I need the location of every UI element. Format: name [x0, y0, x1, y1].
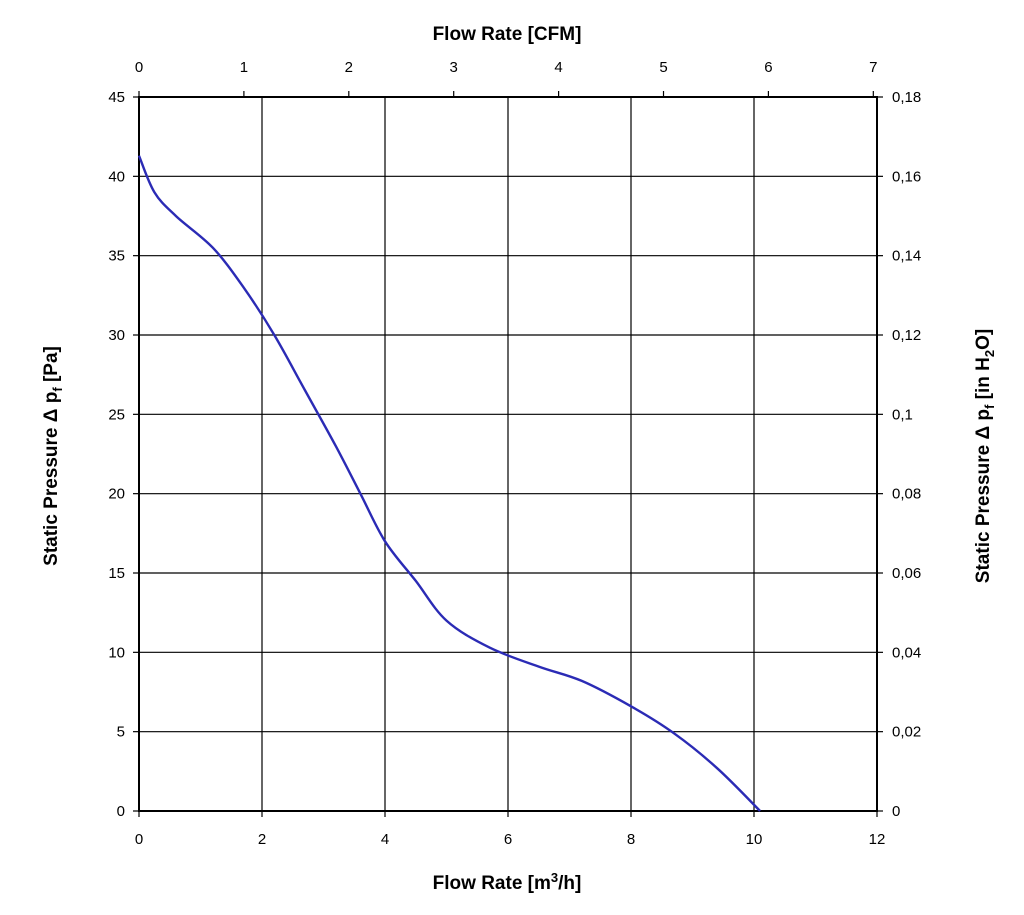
bottom-tick-label: 2 — [258, 831, 266, 848]
left-axis: 0 5 10 15 20 25 30 35 40 45 — [108, 89, 139, 820]
left-axis-title: Static Pressure Δ pf [Pa] — [41, 346, 65, 566]
right-tick-label: 0,08 — [892, 486, 921, 503]
series-line — [137, 155, 761, 812]
bottom-tick-label: 10 — [746, 831, 763, 848]
top-axis: 0 1 2 3 4 5 6 7 — [135, 59, 877, 97]
left-tick-label: 25 — [108, 406, 125, 423]
bottom-tick-label: 4 — [381, 831, 389, 848]
right-tick-label: 0,16 — [892, 168, 921, 185]
left-tick-label: 20 — [108, 486, 125, 503]
series-layer — [137, 155, 761, 812]
left-tick-label: 0 — [117, 803, 125, 820]
top-axis-title: Flow Rate [CFM] — [433, 24, 582, 45]
top-tick-label: 2 — [345, 59, 353, 76]
left-tick-label: 45 — [108, 89, 125, 106]
right-tick-label: 0,02 — [892, 724, 921, 741]
top-tick-label: 1 — [240, 59, 248, 76]
right-tick-label: 0,1 — [892, 406, 913, 423]
right-axis-title: Static Pressure Δ pf [in H2O] — [973, 329, 997, 583]
right-tick-label: 0,12 — [892, 327, 921, 344]
right-tick-label: 0 — [892, 803, 900, 820]
top-tick-label: 0 — [135, 59, 143, 76]
left-tick-label: 10 — [108, 644, 125, 661]
top-tick-label: 5 — [659, 59, 667, 76]
left-tick-label: 35 — [108, 248, 125, 265]
top-tick-label: 7 — [869, 59, 877, 76]
left-tick-label: 30 — [108, 327, 125, 344]
right-tick-label: 0,04 — [892, 644, 921, 661]
bottom-axis: 0 2 4 6 8 10 12 — [135, 811, 886, 848]
right-tick-label: 0,14 — [892, 248, 921, 265]
left-tick-label: 15 — [108, 565, 125, 582]
right-tick-label: 0,18 — [892, 89, 921, 106]
left-tick-label: 5 — [117, 724, 125, 741]
top-tick-label: 4 — [554, 59, 562, 76]
right-tick-label: 0,06 — [892, 565, 921, 582]
bottom-tick-label: 6 — [504, 831, 512, 848]
bottom-tick-label: 0 — [135, 831, 143, 848]
top-tick-label: 3 — [450, 59, 458, 76]
bottom-axis-title: Flow Rate [m3/h] — [433, 870, 582, 894]
grid — [139, 97, 877, 811]
right-axis: 0 0,02 0,04 0,06 0,08 0,1 0,12 0,14 0,16 0,18 — [877, 89, 921, 820]
bottom-tick-label: 8 — [627, 831, 635, 848]
left-tick-label: 40 — [108, 168, 125, 185]
top-tick-label: 6 — [764, 59, 772, 76]
bottom-tick-label: 12 — [869, 831, 886, 848]
